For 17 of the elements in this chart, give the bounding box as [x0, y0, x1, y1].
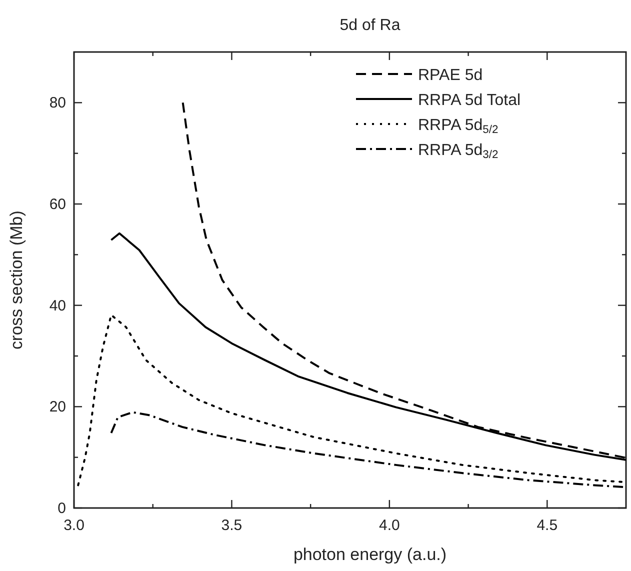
y-tick-label: 20 — [49, 398, 66, 416]
x-tick-label: 3.0 — [64, 517, 84, 534]
x-tick-label: 4.0 — [379, 517, 400, 534]
y-axis-title: cross section (Mb) — [7, 210, 26, 350]
legend-label: RRPA 5d$_{3/2}$ — [418, 142, 498, 162]
legend-label: RRPA 5d Total — [418, 92, 521, 109]
y-tick-label: 60 — [49, 196, 66, 213]
x-tick-label: 3.5 — [221, 517, 242, 534]
legend-label: RPAE 5d — [418, 67, 483, 84]
line-series — [110, 411, 626, 488]
legend-label: RRPA 5d$_{5/2}$ — [418, 117, 498, 136]
x-tick-label: 4.5 — [536, 517, 558, 534]
chart-title: 5d of Ra — [340, 17, 400, 34]
y-tick-label: 0 — [58, 500, 66, 517]
y-tick-label: 40 — [49, 297, 66, 314]
x-axis-title: photon energy (a.u.) — [293, 545, 447, 564]
y-tick-label: 80 — [49, 94, 66, 112]
